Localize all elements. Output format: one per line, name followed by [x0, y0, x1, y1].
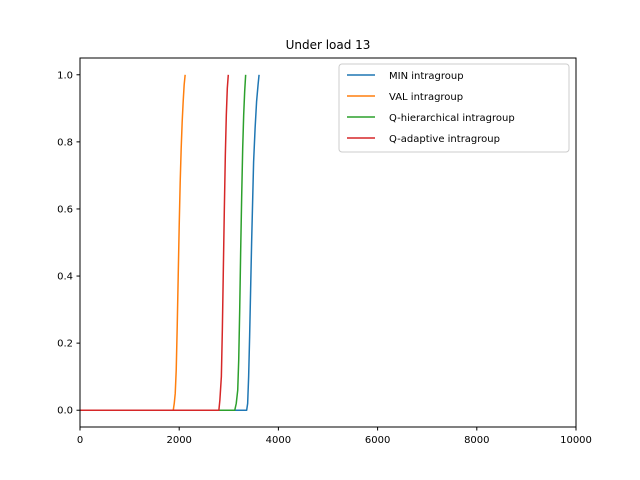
legend-label-2: VAL intragroup	[389, 92, 463, 103]
y-tick-label: 0.4	[57, 272, 73, 283]
x-tick-label: 10000	[560, 435, 592, 446]
legend: MIN intragroup VAL intragroup Q-hierarchic…	[338, 63, 570, 153]
chart-title: Under load 13	[286, 38, 371, 52]
y-tick-label: 1.0	[57, 70, 73, 81]
series-line-1	[80, 74, 260, 411]
plot-lines	[80, 74, 260, 411]
series-line-4	[80, 74, 230, 411]
legend-box	[338, 63, 570, 153]
x-tick-label: 8000	[464, 435, 489, 446]
x-axis-ticks: 0 2000 4000 6000 8000 10000	[77, 427, 592, 446]
x-tick-label: 6000	[365, 435, 390, 446]
y-tick-label: 0.2	[57, 339, 73, 350]
series-line-3	[80, 74, 247, 411]
plot-frame	[79, 57, 577, 428]
legend-label-1: MIN intragroup	[389, 71, 464, 82]
x-tick-label: 2000	[166, 435, 191, 446]
legend-label-3: Q-hierarchical intragroup	[389, 113, 515, 124]
series-line-2	[80, 74, 186, 411]
y-tick-label: 0.0	[57, 406, 73, 417]
legend-label-4: Q-adaptive intragroup	[389, 134, 500, 145]
y-tick-label: 0.6	[57, 204, 73, 215]
x-tick-label: 4000	[266, 435, 291, 446]
x-tick-label: 0	[77, 435, 83, 446]
y-axis-ticks: 0.0 0.2 0.4 0.6 0.8 1.0	[57, 70, 80, 417]
y-tick-label: 0.8	[57, 137, 73, 148]
